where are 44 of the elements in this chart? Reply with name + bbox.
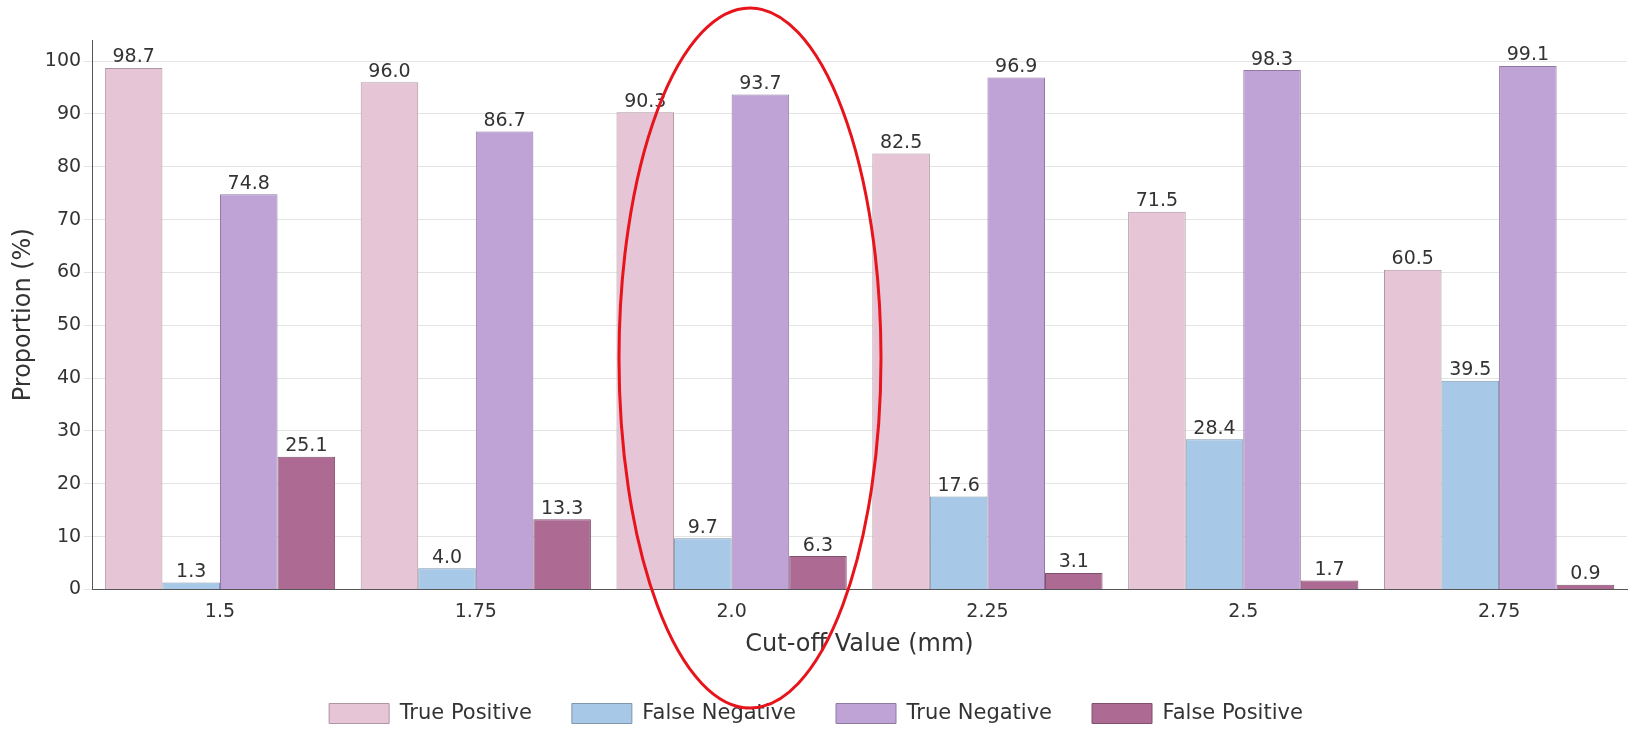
data-label: 96.0	[368, 58, 411, 81]
y-tick-label: 10	[56, 523, 82, 546]
y-tick-label: 60	[56, 259, 82, 282]
y-tick-label: 80	[56, 153, 82, 176]
data-label: 98.7	[112, 44, 155, 67]
data-label: 1.3	[176, 558, 207, 581]
data-label: 1.7	[1314, 556, 1345, 579]
data-label: 74.8	[227, 170, 270, 193]
data-label: 0.9	[1570, 561, 1601, 584]
data-label: 13.3	[540, 495, 584, 518]
data-label: 25.1	[285, 433, 328, 456]
legend-label: True Positive	[398, 699, 532, 724]
data-label: 9.7	[687, 514, 718, 537]
y-tick-label: 20	[56, 470, 82, 493]
y-tick-label: 100	[44, 48, 82, 71]
data-label: 99.1	[1506, 42, 1550, 65]
data-label: 60.5	[1391, 246, 1434, 269]
data-label: 98.3	[1250, 46, 1294, 69]
x-tick-label: 2.25	[966, 598, 1009, 621]
data-label: 39.5	[1449, 357, 1492, 380]
legend-label: True Negative	[905, 699, 1053, 724]
data-label: 71.5	[1135, 188, 1179, 211]
y-tick-label: 70	[56, 206, 82, 229]
data-label: 3.1	[1058, 549, 1089, 572]
data-label: 82.5	[879, 130, 923, 153]
y-tick-label: 30	[56, 417, 82, 440]
y-tick-label: 50	[56, 312, 82, 335]
data-label: 17.6	[937, 472, 980, 495]
data-label: 6.3	[802, 532, 834, 555]
data-label: 28.4	[1193, 415, 1236, 438]
data-label: 86.7	[483, 107, 526, 130]
y-axis-title: Proportion (%)	[7, 228, 36, 402]
y-tick-label: 0	[68, 576, 82, 599]
x-tick-label: 2.75	[1477, 598, 1521, 621]
data-label: 96.9	[995, 53, 1038, 76]
data-label: 93.7	[739, 70, 782, 93]
x-tick-label: 2.0	[716, 598, 747, 621]
y-tick-label: 40	[56, 365, 82, 388]
x-tick-label: 1.75	[454, 598, 497, 621]
x-tick-label: 2.5	[1228, 598, 1259, 621]
y-tick-label: 90	[56, 100, 82, 123]
data-label: 4.0	[431, 544, 463, 567]
legend-label: False Positive	[1162, 699, 1303, 724]
x-tick-label: 1.5	[204, 598, 236, 621]
